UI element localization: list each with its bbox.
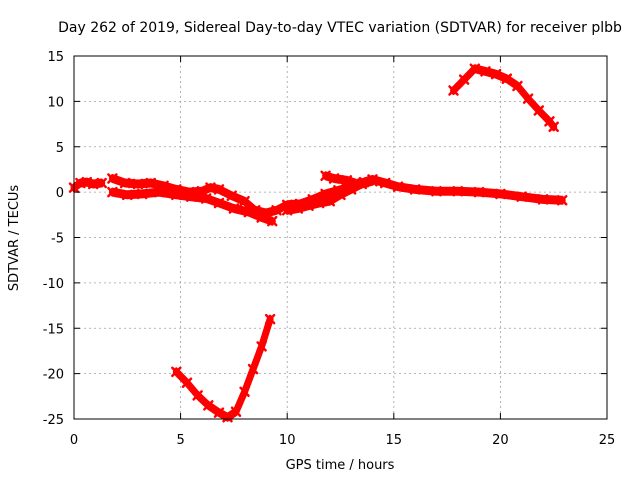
x-tick-label: 0: [70, 433, 78, 448]
data-point: [281, 205, 293, 216]
data-point: [556, 195, 568, 206]
data-point: [186, 191, 197, 202]
x-tick-label: 25: [599, 433, 616, 448]
data-point: [96, 177, 107, 189]
data-point: [119, 177, 131, 189]
data-point: [239, 195, 250, 207]
data-point: [226, 190, 238, 202]
series-band-edge: [110, 174, 564, 212]
y-tick-label: -25: [43, 413, 64, 428]
data-point: [132, 178, 144, 190]
grid-lines: [74, 56, 607, 419]
y-tick-label: 0: [56, 186, 64, 201]
data-point: [171, 189, 182, 201]
series-track-c: [107, 186, 278, 227]
data-point: [213, 407, 225, 418]
data-point: [537, 194, 549, 205]
y-tick-label: 5: [56, 141, 64, 156]
data-point: [271, 205, 282, 216]
y-tick-label: -10: [43, 277, 64, 292]
data-point: [192, 390, 203, 401]
data-point: [367, 175, 378, 187]
data-point: [409, 184, 421, 195]
data-point: [256, 212, 267, 223]
data-point: [490, 68, 502, 80]
series-track-f: [171, 313, 276, 423]
data-point: [473, 186, 485, 198]
data-point: [431, 185, 442, 197]
data-point: [243, 206, 255, 218]
data-point: [350, 177, 361, 189]
data-point: [213, 184, 225, 195]
data-point: [292, 203, 304, 214]
data-point: [267, 215, 278, 227]
data-point: [230, 406, 242, 417]
y-tick-label: 15: [47, 50, 64, 65]
series-track-g: [448, 63, 559, 133]
data-point: [213, 197, 225, 209]
data-point: [136, 188, 148, 200]
data-point: [516, 191, 527, 202]
data-point: [320, 188, 331, 200]
x-axis-label: GPS time / hours: [286, 458, 395, 473]
data-point: [247, 363, 259, 375]
data-point: [328, 173, 340, 184]
y-tick-label: -15: [43, 322, 64, 337]
series-track-a: [68, 176, 107, 193]
data-series: [68, 63, 568, 423]
x-tick-label: 10: [279, 433, 296, 448]
data-point: [495, 188, 506, 200]
data-point: [203, 400, 214, 411]
y-tick-label: -5: [51, 232, 64, 247]
data-point: [522, 93, 534, 104]
axis-ticks: 0 5 10 15 20 25 15 10 5 0 -5 -10 -15 -20 -25: [43, 50, 616, 448]
data-point: [392, 181, 404, 192]
data-point: [313, 197, 325, 209]
data-point: [264, 313, 276, 325]
data-point: [452, 185, 464, 197]
data-point: [122, 189, 133, 201]
data-point: [303, 200, 314, 211]
data-point: [324, 195, 336, 207]
data-point: [87, 178, 99, 190]
data-point: [107, 173, 118, 184]
y-axis-label: SDTVAR / TECUs: [7, 185, 22, 292]
data-point: [320, 170, 331, 182]
data-point: [480, 66, 491, 77]
data-point: [341, 175, 353, 186]
data-point: [181, 377, 193, 388]
data-point: [171, 366, 182, 378]
data-point: [205, 182, 216, 193]
series-band-edge: [174, 314, 272, 416]
data-point: [458, 74, 470, 85]
data-point: [533, 105, 545, 116]
data-point: [228, 203, 240, 214]
series-band-edge: [452, 70, 556, 132]
data-point: [256, 341, 267, 352]
y-tick-label: -20: [43, 368, 64, 383]
data-point: [200, 193, 212, 204]
data-point: [548, 121, 559, 133]
data-point: [501, 73, 513, 84]
data-point: [469, 63, 481, 74]
y-tick-label: 10: [47, 95, 64, 110]
data-point: [239, 386, 250, 398]
data-point: [222, 411, 233, 423]
series-band-edge: [452, 64, 556, 126]
x-tick-label: 15: [386, 433, 403, 448]
data-point: [107, 186, 118, 198]
data-point: [380, 177, 391, 189]
data-point: [154, 186, 165, 198]
series-track-e: [320, 170, 361, 189]
data-point: [145, 177, 157, 189]
series-band: [322, 172, 359, 187]
data-point: [335, 189, 346, 201]
x-tick-label: 20: [492, 433, 509, 448]
chart-title: Day 262 of 2019, Sidereal Day-to-day VTE…: [58, 20, 622, 36]
data-point: [448, 85, 459, 96]
data-point: [512, 80, 523, 92]
x-tick-label: 5: [176, 433, 184, 448]
